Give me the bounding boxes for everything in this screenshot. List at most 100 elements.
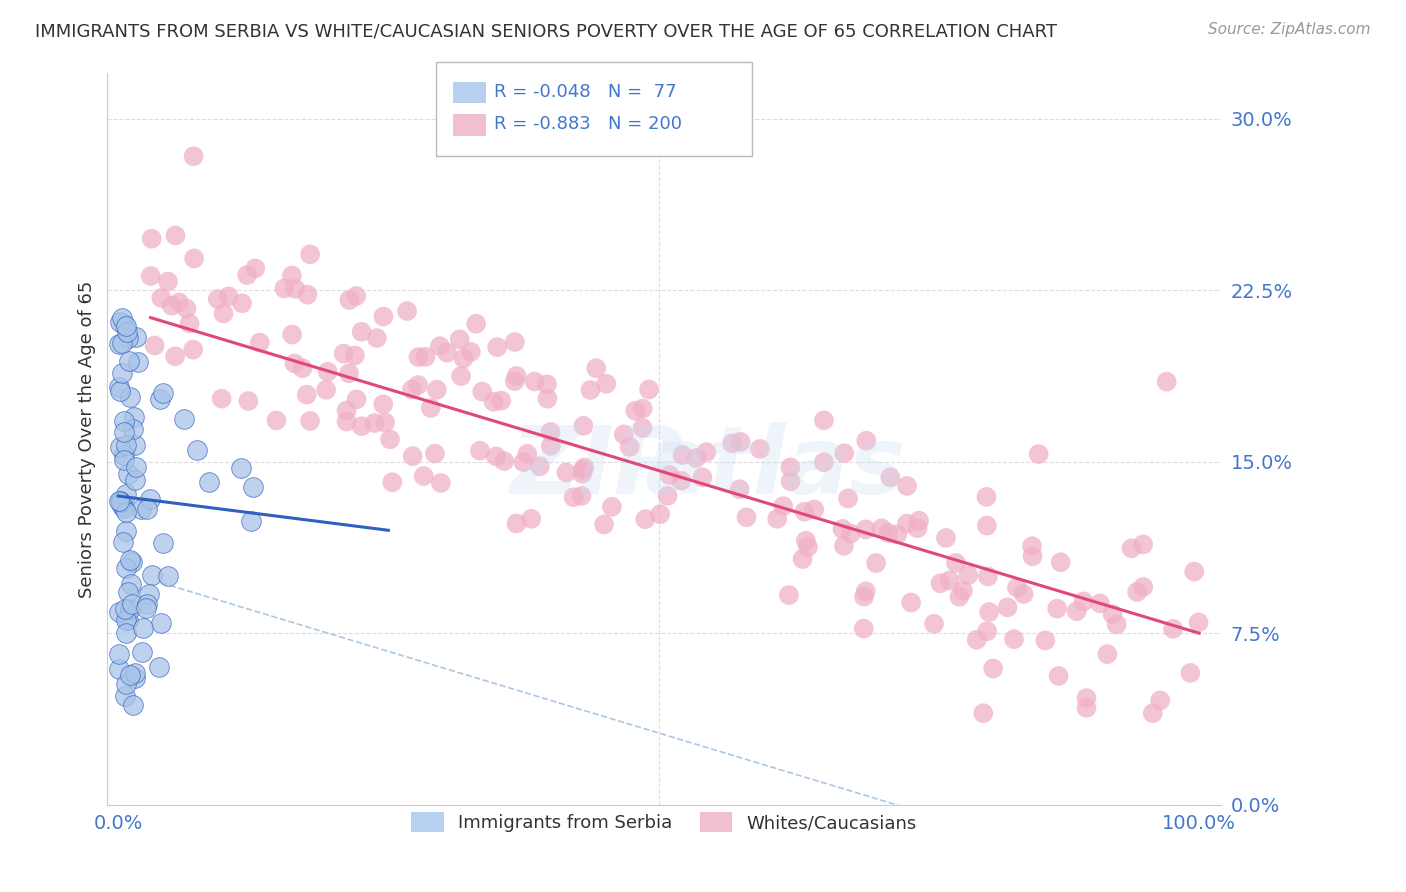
Point bbox=[536, 392, 558, 406]
Point bbox=[124, 671, 146, 685]
Point bbox=[381, 475, 404, 490]
Point bbox=[619, 440, 641, 454]
Point bbox=[886, 527, 908, 541]
Point bbox=[122, 422, 145, 436]
Point bbox=[896, 479, 918, 493]
Point bbox=[335, 415, 357, 429]
Point bbox=[516, 447, 538, 461]
Point bbox=[346, 392, 368, 407]
Point bbox=[426, 383, 449, 397]
Point bbox=[108, 606, 131, 620]
Point bbox=[350, 325, 373, 339]
Point bbox=[1121, 541, 1143, 556]
Point bbox=[593, 517, 616, 532]
Point bbox=[429, 339, 451, 353]
Point bbox=[236, 268, 259, 282]
Point bbox=[574, 460, 596, 475]
Point bbox=[124, 438, 146, 452]
Point bbox=[152, 386, 174, 401]
Point bbox=[363, 416, 385, 430]
Point bbox=[1132, 537, 1154, 551]
Point bbox=[1161, 622, 1184, 636]
Point bbox=[730, 434, 752, 449]
Point bbox=[977, 569, 1000, 583]
Point bbox=[735, 510, 758, 524]
Point bbox=[879, 470, 901, 484]
Point bbox=[852, 590, 875, 604]
Point bbox=[197, 475, 219, 489]
Y-axis label: Seniors Poverty Over the Age of 65: Seniors Poverty Over the Age of 65 bbox=[79, 280, 96, 598]
Point bbox=[1028, 447, 1050, 461]
Point bbox=[149, 392, 172, 406]
Point bbox=[779, 475, 801, 489]
Point bbox=[111, 499, 134, 513]
Point bbox=[107, 380, 129, 394]
Point bbox=[671, 474, 693, 488]
Point bbox=[976, 490, 998, 504]
Point bbox=[1066, 604, 1088, 618]
Point bbox=[143, 338, 166, 352]
Point bbox=[107, 336, 129, 351]
Point bbox=[273, 281, 295, 295]
Point bbox=[748, 442, 770, 456]
Point bbox=[512, 455, 534, 469]
Point bbox=[401, 383, 423, 397]
Point bbox=[1047, 669, 1070, 683]
Point bbox=[981, 661, 1004, 675]
Point bbox=[966, 632, 988, 647]
Point bbox=[657, 489, 679, 503]
Point bbox=[332, 346, 354, 360]
Point bbox=[728, 482, 751, 496]
Point bbox=[136, 597, 159, 611]
Point bbox=[373, 397, 395, 411]
Point bbox=[212, 306, 235, 320]
Point bbox=[231, 460, 253, 475]
Point bbox=[186, 443, 208, 458]
Point bbox=[124, 329, 146, 343]
Point bbox=[337, 366, 360, 380]
Text: R = -0.048   N =  77: R = -0.048 N = 77 bbox=[494, 83, 676, 101]
Point bbox=[977, 605, 1000, 619]
Point bbox=[908, 514, 931, 528]
Point bbox=[832, 446, 855, 460]
Point bbox=[952, 583, 974, 598]
Point bbox=[1002, 632, 1025, 647]
Point bbox=[832, 539, 855, 553]
Point bbox=[803, 502, 825, 516]
Point bbox=[976, 518, 998, 533]
Point bbox=[242, 479, 264, 493]
Point bbox=[110, 384, 132, 399]
Point bbox=[1005, 581, 1028, 595]
Point bbox=[972, 706, 994, 721]
Point bbox=[778, 588, 800, 602]
Point bbox=[350, 419, 373, 434]
Point bbox=[114, 602, 136, 616]
Point bbox=[336, 403, 359, 417]
Point bbox=[183, 252, 205, 266]
Point bbox=[152, 535, 174, 549]
Point bbox=[529, 459, 551, 474]
Point bbox=[402, 449, 425, 463]
Point bbox=[1182, 565, 1205, 579]
Point bbox=[1076, 701, 1098, 715]
Point bbox=[117, 331, 139, 345]
Point bbox=[536, 377, 558, 392]
Point bbox=[837, 491, 859, 506]
Point bbox=[110, 366, 132, 380]
Point bbox=[766, 512, 789, 526]
Point bbox=[396, 304, 419, 318]
Point bbox=[907, 521, 929, 535]
Point bbox=[115, 325, 138, 339]
Point bbox=[779, 460, 801, 475]
Point bbox=[124, 409, 146, 424]
Point bbox=[503, 374, 526, 388]
Point bbox=[613, 427, 636, 442]
Point bbox=[1021, 539, 1043, 553]
Point bbox=[695, 445, 717, 459]
Point bbox=[291, 361, 314, 376]
Point bbox=[571, 489, 593, 503]
Point bbox=[870, 521, 893, 535]
Point bbox=[1021, 549, 1043, 564]
Point bbox=[129, 502, 152, 516]
Text: Source: ZipAtlas.com: Source: ZipAtlas.com bbox=[1208, 22, 1371, 37]
